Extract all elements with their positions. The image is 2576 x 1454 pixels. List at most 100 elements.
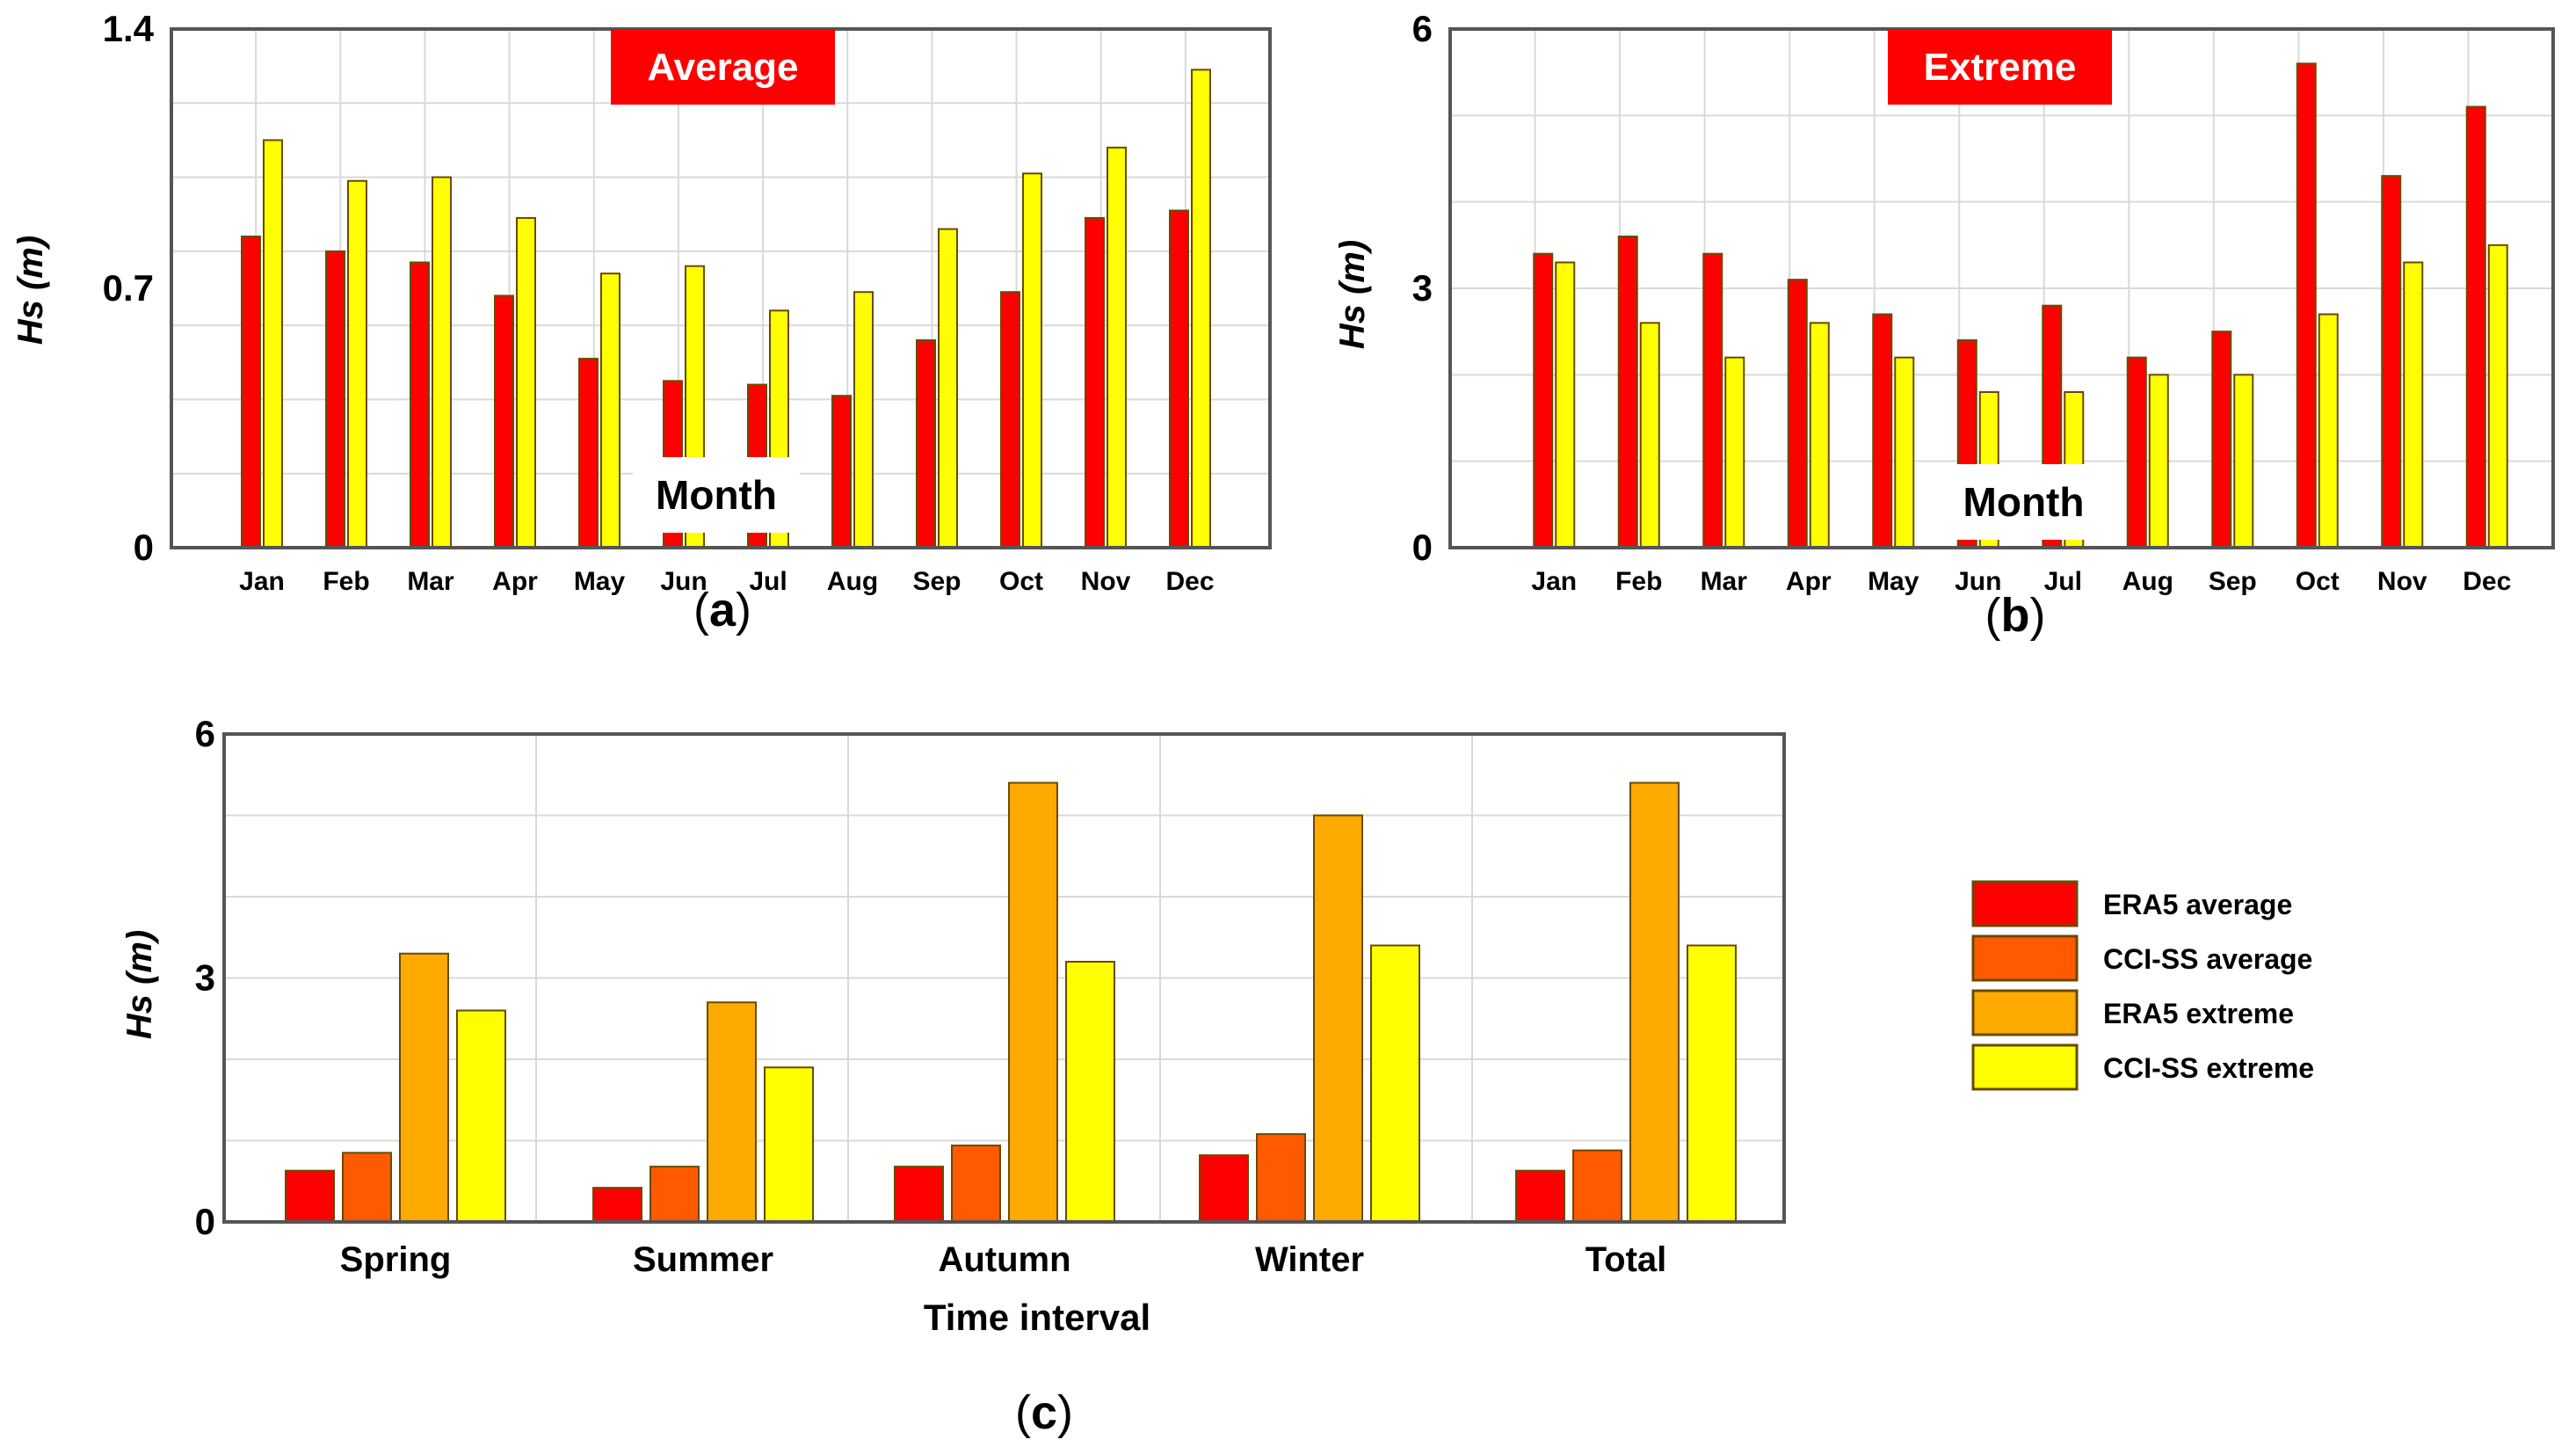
bar-cci-ss-average-summer	[649, 1166, 700, 1223]
y-axis-title: Hs (m)	[1333, 240, 1372, 349]
bar-era5-average-autumn	[894, 1166, 944, 1223]
x-tick-label: Oct	[999, 567, 1043, 596]
x-tick-label: May	[574, 567, 626, 596]
x-axis-title-box	[633, 457, 800, 533]
x-axis-title: Month	[1963, 479, 2085, 525]
bar-era5-extreme-autumn	[1008, 782, 1058, 1223]
bar-cci-ss-extreme-apr	[1809, 322, 1830, 549]
legend-swatch-cci-ss-average	[1971, 934, 2079, 982]
panel-label-open-paren: (	[1015, 1386, 1031, 1439]
x-tick-label: May	[1868, 567, 1919, 596]
x-tick-label: Dec	[1165, 567, 1214, 596]
bar-cci-ss-average-aug	[853, 291, 874, 549]
bar-cci-ss-extreme-mar	[1724, 356, 1745, 549]
bar-era5-average-total	[1515, 1169, 1565, 1223]
x-tick-label: Total	[1586, 1240, 1667, 1279]
x-tick-label: Aug	[2122, 567, 2173, 596]
y-tick-label: 3	[195, 957, 215, 999]
bar-era5-average-oct	[1000, 291, 1020, 549]
bar-cci-ss-average-apr	[516, 216, 536, 549]
x-tick-label: Summer	[633, 1240, 773, 1279]
bar-era5-average-jan	[241, 236, 261, 549]
y-tick-label: 0	[134, 527, 154, 568]
bar-cci-ss-average-jan	[263, 139, 283, 549]
bar-cci-ss-average-dec	[1191, 69, 1211, 549]
bar-cci-ss-extreme-dec	[2487, 244, 2508, 549]
bar-era5-extreme-spring	[399, 952, 449, 1223]
bar-cci-ss-extreme-spring	[456, 1009, 506, 1223]
bar-era5-extreme-dec	[2465, 105, 2486, 549]
x-tick-label: Spring	[340, 1240, 452, 1279]
bar-cci-ss-average-sep	[938, 228, 958, 549]
bar-cci-ss-average-mar	[432, 176, 452, 549]
panel-a-average-chart: Jan Feb Mar Apr May Jun Jul Aug Sep Oct Nov Dec 0 0.7…	[11, 8, 1272, 636]
x-tick-label: Nov	[2377, 567, 2427, 596]
legend-swatch-era5-average	[1971, 880, 2079, 927]
x-tick-label: Mar	[407, 567, 454, 596]
bar-cci-ss-average-may	[600, 273, 620, 549]
x-axis-title-box	[1929, 464, 2118, 540]
panel-label-close-paren: )	[736, 584, 751, 636]
bar-cci-ss-average-autumn	[951, 1145, 1001, 1224]
panel-label-letter: b	[2001, 589, 2030, 642]
bar-cci-ss-average-total	[1572, 1149, 1622, 1223]
panel-label-open-paren: (	[1985, 589, 2001, 642]
bar-era5-extreme-aug	[2126, 356, 2147, 549]
x-tick-label: Feb	[1615, 567, 1662, 596]
x-tick-label: Jan	[239, 567, 285, 596]
x-axis-title: Month	[656, 472, 777, 518]
x-tick-label: Sep	[912, 567, 961, 596]
legend: ERA5 average CCI-SS average ERA5 extreme CC…	[1971, 880, 2314, 1091]
x-tick-label: Apr	[492, 567, 538, 596]
panel-label-letter: a	[709, 584, 737, 636]
x-tick-label: Nov	[1081, 567, 1131, 596]
bar-cci-ss-extreme-may	[1894, 356, 1915, 549]
bar-era5-average-may	[578, 358, 599, 549]
legend-label: ERA5 average	[2103, 889, 2292, 920]
bar-era5-average-feb	[325, 250, 345, 549]
legend-swatch-cci-ss-extreme	[1971, 1043, 2079, 1091]
panel-label-close-paren: )	[1057, 1386, 1073, 1439]
bar-era5-extreme-mar	[1702, 252, 1723, 549]
panel-label-close-paren: )	[2030, 589, 2046, 642]
bar-era5-extreme-apr	[1787, 279, 1808, 549]
panel-label: (b)	[1985, 589, 2046, 642]
x-tick-label: Jul	[749, 567, 787, 596]
x-tick-label: Oct	[2296, 567, 2340, 596]
bar-cci-ss-average-nov	[1107, 146, 1127, 549]
bar-era5-average-mar	[410, 261, 430, 549]
x-tick-label: Dec	[2463, 567, 2511, 596]
bar-era5-average-apr	[494, 294, 514, 549]
y-axis-title: Hs (m)	[120, 930, 159, 1039]
x-tick-label: Jan	[1531, 567, 1577, 596]
bar-cci-ss-extreme-winter	[1370, 944, 1420, 1223]
y-tick-label: 0.7	[103, 267, 154, 309]
bar-cci-ss-extreme-total	[1687, 944, 1737, 1223]
x-tick-label: Jul	[2044, 567, 2082, 596]
bar-cci-ss-extreme-oct	[2318, 313, 2339, 549]
bar-era5-extreme-summer	[707, 1001, 757, 1223]
panel-label-letter: c	[1031, 1386, 1057, 1439]
bar-era5-average-winter	[1199, 1154, 1249, 1224]
x-tick-label: Feb	[323, 567, 369, 596]
panel-c-seasonal-chart: Spring Summer Autumn Winter Total 0 3 6 Hs (m) Ti…	[120, 713, 1786, 1439]
y-tick-label: 0	[195, 1201, 215, 1242]
banner-title: Average	[647, 46, 798, 89]
y-tick-label: 1.4	[103, 8, 155, 49]
bar-era5-average-aug	[831, 395, 852, 549]
bar-era5-extreme-may	[1872, 313, 1893, 549]
bar-era5-extreme-nov	[2381, 175, 2402, 549]
bar-cci-ss-extreme-feb	[1639, 322, 1660, 549]
panel-label-open-paren: (	[693, 584, 709, 636]
y-tick-label: 6	[1412, 8, 1433, 49]
x-tick-label: Sep	[2209, 567, 2257, 596]
bar-cci-ss-extreme-sep	[2233, 374, 2254, 549]
bar-cci-ss-extreme-summer	[764, 1066, 814, 1223]
banner-title: Extreme	[1924, 46, 2077, 89]
x-tick-label: Jun	[1955, 567, 2001, 596]
x-tick-label: Winter	[1255, 1240, 1364, 1279]
x-tick-label: Mar	[1701, 567, 1748, 596]
x-tick-label: Autumn	[938, 1240, 1070, 1279]
bar-era5-extreme-oct	[2296, 62, 2317, 549]
y-tick-label: 0	[1412, 527, 1433, 568]
